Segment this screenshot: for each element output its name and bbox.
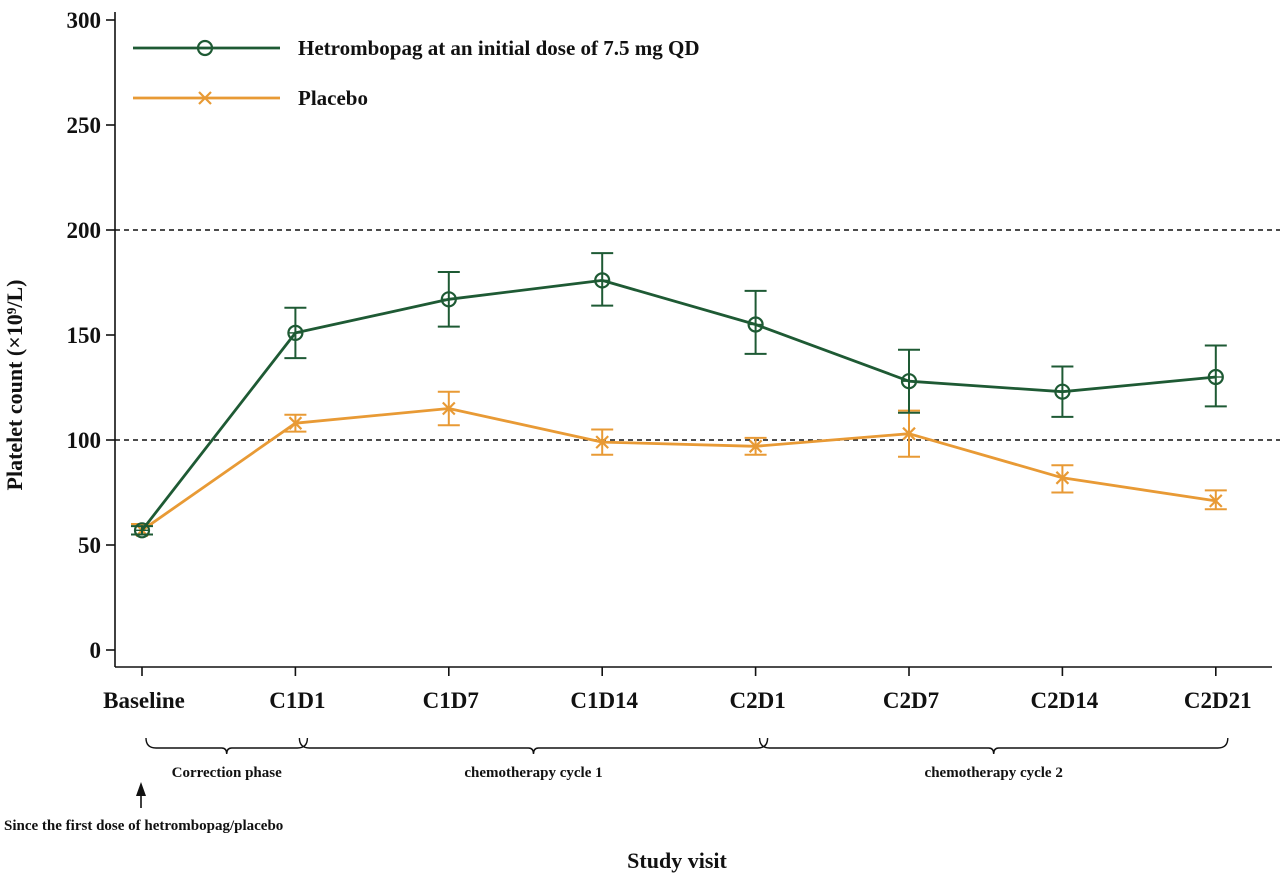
first-dose-annotation: Since the first dose of hetrombopag/plac… xyxy=(4,818,283,834)
data-point-stroke xyxy=(1055,471,1070,485)
data-point-stroke xyxy=(288,416,303,430)
phase-bracket-line xyxy=(145,737,309,755)
x-tick-label: C1D14 xyxy=(570,688,638,713)
series-line xyxy=(141,407,1217,532)
phase-bracket: Correction phase xyxy=(145,737,309,781)
phase-bracket: chemotherapy cycle 2 xyxy=(758,737,1229,781)
phase-label: chemotherapy cycle 1 xyxy=(464,765,602,781)
data-point-stroke xyxy=(595,435,609,449)
y-axis-title: Platelet count (×10⁹/L) xyxy=(2,280,27,491)
y-tick-label: 100 xyxy=(67,428,102,453)
data-point-stroke xyxy=(442,401,456,416)
phase-bracket-line xyxy=(758,737,1229,755)
data-point xyxy=(902,426,916,441)
x-tick-label: C2D1 xyxy=(729,688,785,713)
data-point-stroke xyxy=(902,426,916,441)
data-point xyxy=(288,416,303,430)
x-axis-title: Study visit xyxy=(627,848,727,873)
phase-label: chemotherapy cycle 2 xyxy=(925,765,1063,781)
data-point xyxy=(1209,494,1223,508)
phase-label: Correction phase xyxy=(172,765,282,781)
legend: Hetrombopag at an initial dose of 7.5 mg… xyxy=(133,36,700,110)
x-tick-label: C2D7 xyxy=(883,688,939,713)
data-point-stroke xyxy=(1209,494,1223,508)
y-tick-label: 0 xyxy=(90,638,102,663)
x-tick-label: Baseline xyxy=(103,688,185,713)
y-tick-label: 250 xyxy=(67,113,102,138)
x-tick-label: C2D21 xyxy=(1184,688,1252,713)
y-tick-label: 300 xyxy=(67,8,102,33)
x-tick-label: C1D7 xyxy=(423,688,479,713)
data-point xyxy=(748,439,763,454)
legend-label: Placebo xyxy=(298,86,368,110)
data-point xyxy=(595,435,609,449)
series-line xyxy=(140,278,1216,532)
axes: 0 50 100 150 200 250 300 Baseline C1D1 C1D7 C1D14 C… xyxy=(67,8,1272,713)
series-group xyxy=(131,252,1227,539)
legend-item: Hetrombopag at an initial dose of 7.5 mg… xyxy=(133,36,700,60)
data-point xyxy=(198,91,212,105)
data-point xyxy=(1055,471,1070,485)
arrow-head xyxy=(136,782,146,796)
phase-bracket-line xyxy=(298,737,769,755)
dose-arrow xyxy=(136,782,146,808)
x-tick-label: C1D1 xyxy=(269,688,325,713)
series-hetrombopag xyxy=(131,252,1227,539)
y-tick-label: 150 xyxy=(67,323,102,348)
legend-label: Hetrombopag at an initial dose of 7.5 mg… xyxy=(298,36,700,60)
phase-brackets: Correction phase chemotherapy cycle 1 chem… xyxy=(145,737,1229,781)
phase-bracket: chemotherapy cycle 1 xyxy=(298,737,769,781)
data-point-stroke xyxy=(198,91,212,105)
x-tick-label: C2D14 xyxy=(1031,688,1099,713)
y-tick-label: 50 xyxy=(78,533,101,558)
y-tick-label: 200 xyxy=(67,218,102,243)
legend-item: Placebo xyxy=(133,86,368,110)
data-point xyxy=(442,401,456,416)
data-point-stroke xyxy=(748,439,763,454)
